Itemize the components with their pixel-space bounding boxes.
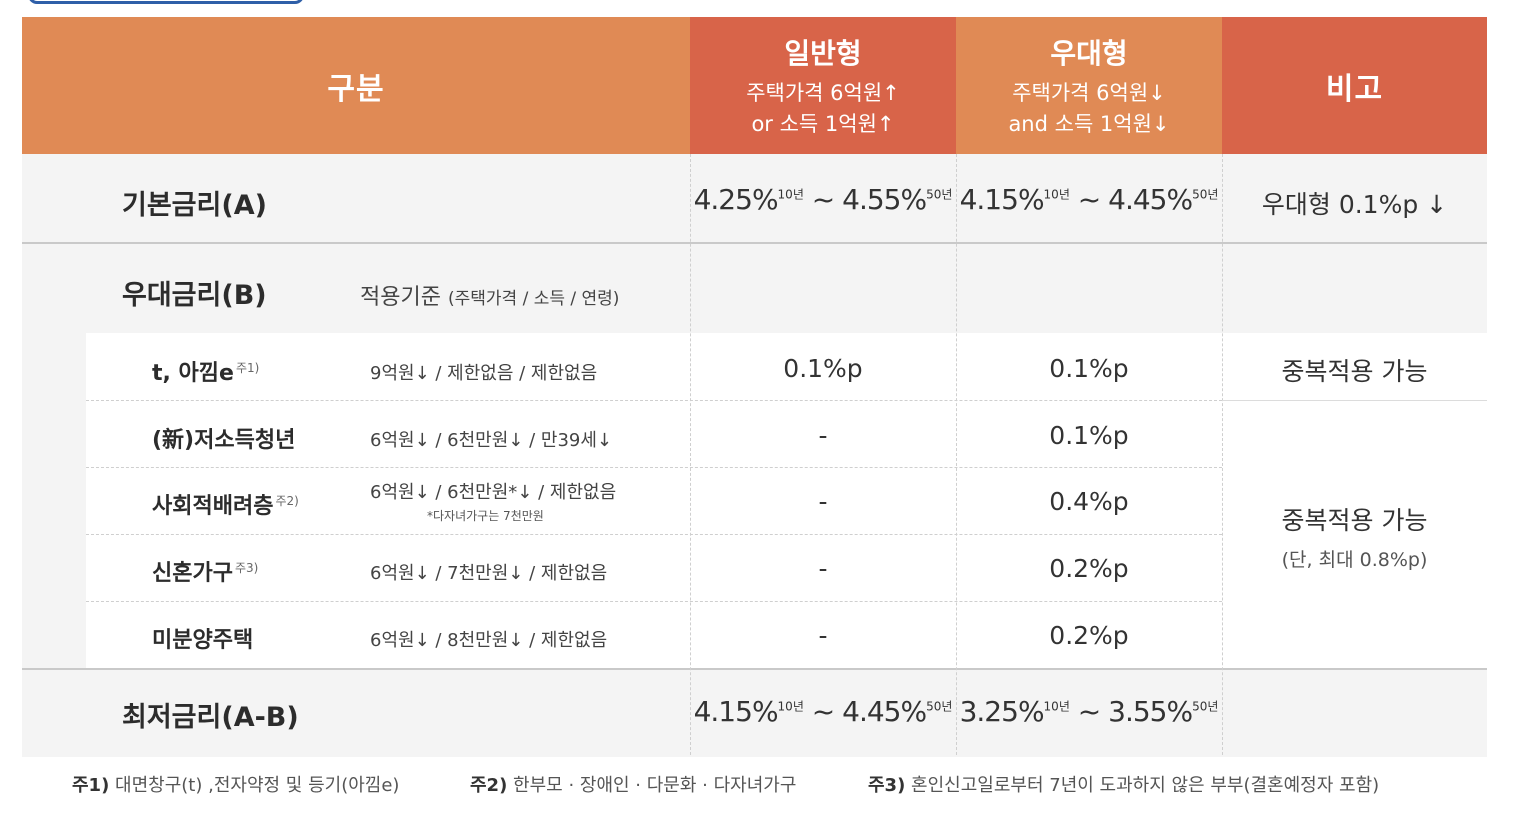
footnote-ref: 주1) <box>235 360 260 375</box>
base-rate-label: 기본금리(A) <box>122 190 267 221</box>
rate-from-term: 10년 <box>777 699 804 714</box>
pref-rate-label: 우대금리(B) <box>122 280 267 311</box>
min-rate-preferred: 3.25%10년 ~ 3.55%50년 <box>956 695 1222 728</box>
header-note: 비고 <box>1222 17 1487 154</box>
pref-row-criteria: 6억원↓ / 6천만원↓ / 만39세↓ <box>370 430 612 451</box>
rate-to-term: 50년 <box>1192 699 1219 714</box>
rate-table: 구분 일반형 주택가격 6억원↑ or 소득 1억원↑ 우대형 주택가격 6억원… <box>22 17 1487 757</box>
footnote-key: 주1) <box>72 775 110 796</box>
row-divider <box>86 467 1222 468</box>
footnote-key: 주3) <box>868 775 906 796</box>
pref-row-name: (新)저소득청년 <box>152 422 295 454</box>
rate-from-term: 10년 <box>1043 699 1070 714</box>
pref-row-preferred: 0.2%p <box>1049 554 1129 583</box>
base-rate-preferred: 4.15%10년 ~ 4.45%50년 <box>956 183 1222 216</box>
rate-sep: ~ <box>1077 695 1101 728</box>
rate-sep: ~ <box>1077 183 1101 216</box>
rate-to: 4.45% <box>842 695 927 728</box>
criteria-header: 적용기준 (주택가격 / 소득 / 연령) <box>360 279 619 311</box>
pref-row-general: - <box>818 487 828 516</box>
pref-row-preferred: 0.4%p <box>1049 487 1129 516</box>
pref-row-name: t, 아낌e 주1) <box>152 355 259 387</box>
pref-row-name: 신혼가구 주3) <box>152 555 258 587</box>
header-preferred: 우대형 주택가격 6억원↓ and 소득 1억원↓ <box>956 17 1222 154</box>
footnote-text: 대면창구(t) ,전자약정 및 등기(아낌e) <box>115 775 400 796</box>
base-rate-general: 4.25%10년 ~ 4.55%50년 <box>690 183 956 216</box>
pref-row-name-text: 신혼가구 <box>152 561 233 586</box>
pref-row-name-text: 미분양주택 <box>152 628 254 653</box>
header-gubun-label: 구분 <box>327 71 385 107</box>
rate-from: 4.15% <box>959 183 1045 216</box>
base-rate-note: 우대형 0.1%p ↓ <box>1261 190 1448 219</box>
header-gubun: 구분 <box>22 17 690 154</box>
pref-row-preferred: 0.2%p <box>1049 621 1129 650</box>
pref-row-name: 사회적배려층 주2) <box>152 488 299 520</box>
min-rate-label: 최저금리(A-B) <box>122 702 299 733</box>
pref-row-name-text: t, 아낌e <box>152 361 234 386</box>
footnote-text: 혼인신고일로부터 7년이 도과하지 않은 부부(결혼예정자 포함) <box>911 775 1380 796</box>
min-rate-general: 4.15%10년 ~ 4.45%50년 <box>690 695 956 728</box>
header-general-line2: or 소득 1억원↑ <box>751 111 895 136</box>
rate-from: 4.25% <box>693 183 779 216</box>
rate-to: 4.55% <box>842 183 927 216</box>
pref-row-preferred: 0.1%p <box>1049 354 1129 383</box>
base-rate-band <box>22 154 1487 244</box>
pref-rows-block <box>86 333 1222 668</box>
row-divider <box>86 400 1222 401</box>
pref-note-block <box>1222 333 1487 668</box>
pref-row-criteria: 6억원↓ / 6천만원*↓ / 제한없음 <box>370 482 617 503</box>
rate-to-term: 50년 <box>926 187 953 202</box>
rate-from-term: 10년 <box>1043 187 1070 202</box>
pref-row-general: - <box>818 421 828 450</box>
pref-row-name: 미분양주택 <box>152 622 253 654</box>
rate-from: 4.15% <box>693 695 779 728</box>
rate-sep: ~ <box>811 695 835 728</box>
pref-row-name-text: 사회적배려층 <box>152 494 274 519</box>
footnote-2: 주2) 한부모 · 장애인 · 다문화 · 다자녀가구 <box>470 771 796 797</box>
header-preferred-line1: 주택가격 6억원↓ <box>1012 80 1166 105</box>
pref-row-general: - <box>818 554 828 583</box>
rate-to-term: 50년 <box>926 699 953 714</box>
pref-row-subnote: *다자녀가구는 7천만원 <box>427 509 544 523</box>
pref-note-rest-text: 중복적용 가능 <box>1281 506 1428 535</box>
rate-from: 3.25% <box>959 695 1045 728</box>
column-divider <box>690 154 691 755</box>
pref-note-rest-sub: (단, 최대 0.8%p) <box>1281 549 1428 571</box>
header-preferred-line2: and 소득 1억원↓ <box>1008 111 1170 136</box>
note-divider <box>1222 400 1487 401</box>
pref-row-name-text: (新)저소득청년 <box>152 428 296 453</box>
column-divider <box>956 154 957 755</box>
criteria-label: 적용기준 <box>360 285 441 310</box>
rate-to: 4.45% <box>1108 183 1193 216</box>
row-divider <box>86 534 1222 535</box>
column-divider <box>1222 154 1223 755</box>
pref-note-first: 중복적용 가능 <box>1281 357 1428 386</box>
rate-sep: ~ <box>811 183 835 216</box>
rate-to-term: 50년 <box>1192 187 1219 202</box>
footnote-key: 주2) <box>470 775 508 796</box>
footnote-1: 주1) 대면창구(t) ,전자약정 및 등기(아낌e) <box>72 771 399 797</box>
row-divider <box>86 601 1222 602</box>
rate-from-term: 10년 <box>777 187 804 202</box>
pref-row-general: - <box>818 621 828 650</box>
pref-row-criteria: 6억원↓ / 7천만원↓ / 제한없음 <box>370 563 608 584</box>
min-rate-band <box>22 668 1487 757</box>
rate-to: 3.55% <box>1108 695 1193 728</box>
header-general-title: 일반형 <box>784 36 862 70</box>
top-tab-pill <box>28 0 304 4</box>
footnote-3: 주3) 혼인신고일로부터 7년이 도과하지 않은 부부(결혼예정자 포함) <box>868 771 1379 797</box>
pref-row-preferred: 0.1%p <box>1049 421 1129 450</box>
criteria-detail: (주택가격 / 소득 / 연령) <box>447 289 620 309</box>
pref-row-criteria: 9억원↓ / 제한없음 / 제한없음 <box>370 363 598 384</box>
footnote-ref: 주3) <box>234 560 259 575</box>
header-general-line1: 주택가격 6억원↑ <box>746 80 900 105</box>
header-general: 일반형 주택가격 6억원↑ or 소득 1억원↑ <box>690 17 956 154</box>
pref-row-criteria: 6억원↓ / 8천만원↓ / 제한없음 <box>370 630 608 651</box>
pref-row-general: 0.1%p <box>783 354 863 383</box>
footnote-ref: 주2) <box>275 493 299 508</box>
footnote-text: 한부모 · 장애인 · 다문화 · 다자녀가구 <box>513 775 797 796</box>
pref-note-rest: 중복적용 가능 (단, 최대 0.8%p) <box>1222 501 1487 572</box>
header-preferred-title: 우대형 <box>1050 36 1128 70</box>
header-note-label: 비고 <box>1325 71 1384 107</box>
